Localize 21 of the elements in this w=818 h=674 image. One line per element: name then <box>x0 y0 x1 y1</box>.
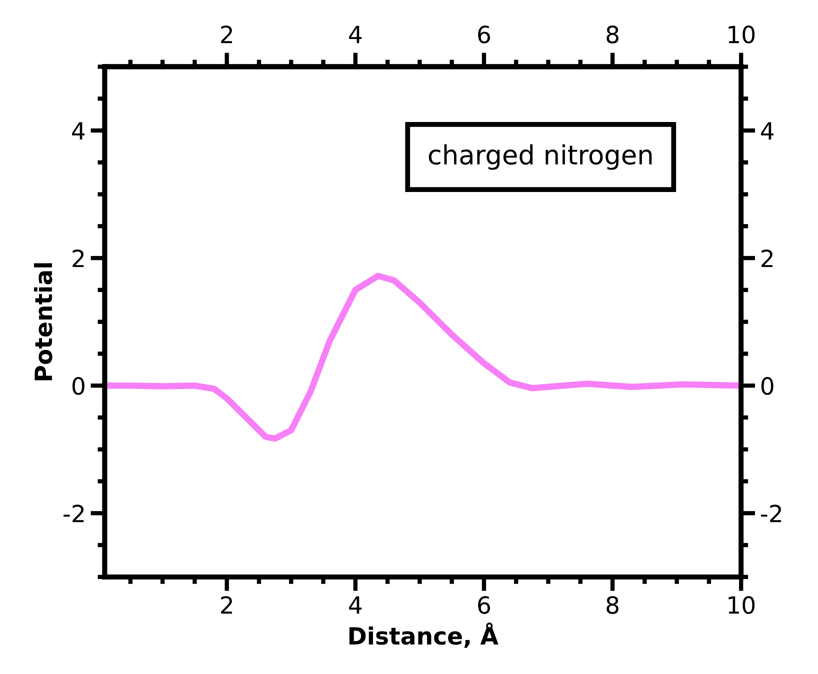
y-tick-label: 4 <box>72 122 85 140</box>
x2-tick-label: 8 <box>606 26 618 44</box>
x2-tick-label: 2 <box>221 26 232 44</box>
x-tick-label: 4 <box>349 596 362 614</box>
x-axis-title: Distance, Å <box>349 622 498 648</box>
y-axis-title: Potential <box>34 263 52 380</box>
y-tick-label: 0 <box>72 377 84 395</box>
annotation: charged nitrogen <box>428 144 652 170</box>
y2-tick-label: -2 <box>761 504 782 522</box>
y-tick-label: -2 <box>64 504 84 522</box>
y2-tick-label: 0 <box>761 377 774 395</box>
y-tick-label: 2 <box>72 250 84 268</box>
x-tick-label: 6 <box>478 596 490 614</box>
x2-tick-label: 4 <box>349 26 362 44</box>
x2-tick-label: 6 <box>478 26 490 44</box>
y2-tick-label: 4 <box>761 122 774 140</box>
x-tick-label: 2 <box>221 596 232 614</box>
x2-tick-label: 10 <box>728 26 755 44</box>
x-tick-label: 10 <box>728 596 755 614</box>
x-tick-label: 8 <box>606 596 618 614</box>
y2-tick-label: 2 <box>762 250 773 268</box>
